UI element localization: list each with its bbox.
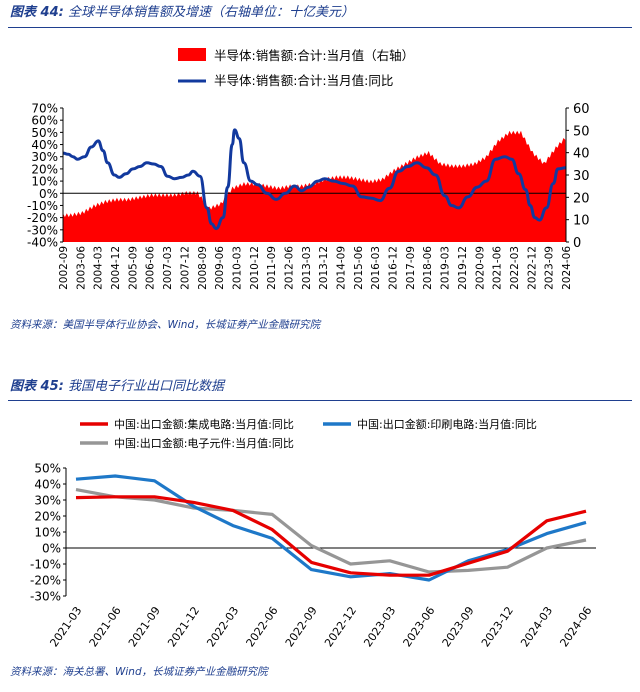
x-tick-label: 2002-09 (58, 246, 70, 290)
right-tick-label: 10 (573, 214, 590, 229)
right-tick-label: 30 (573, 169, 590, 184)
x-tick-label: 2023-12 (479, 604, 516, 649)
y-tick-label: -30% (30, 590, 61, 604)
series-line-1 (75, 474, 587, 582)
y-tick-label: 40% (34, 478, 61, 492)
x-tick-label: 2018-06 (422, 246, 434, 290)
figure-44-caption: 全球半导体销售额及增速（右轴单位：十亿美元） (67, 5, 354, 20)
figure-44-title: 图表 44: 全球半导体销售额及增速（右轴单位：十亿美元） (10, 2, 354, 24)
figure-44-source: 资料来源：美国半导体行业协会、Wind，长城证券产业金融研究院 (10, 319, 321, 331)
right-tick-label: 20 (573, 191, 590, 206)
left-tick-label: 50% (31, 126, 58, 140)
x-tick-label: 2011-09 (266, 246, 278, 290)
x-tick-label: 2022-03 (204, 604, 241, 649)
x-tick-label: 2023-03 (361, 604, 398, 649)
right-tick-label: 60 (573, 102, 590, 117)
x-tick-label: 2022-09 (283, 604, 320, 649)
figure-45-source: 资料来源：海关总署、Wind，长城证券产业金融研究院 (10, 666, 268, 678)
x-tick-label: 2003-06 (75, 246, 87, 290)
y-tick-label: 20% (34, 510, 61, 524)
x-tick-label: 2021-03 (47, 604, 84, 649)
x-tick-label: 2014-09 (336, 246, 348, 290)
left-tick-label: 10% (31, 175, 58, 189)
left-tick-label: 60% (31, 114, 58, 128)
x-tick-label: 2019-03 (440, 246, 452, 290)
x-tick-label: 2017-09 (405, 246, 417, 290)
y-tick-label: -10% (30, 558, 61, 572)
x-tick-label: 2008-09 (197, 246, 209, 290)
legend-swatch-sales (178, 48, 206, 61)
electronics-export-chart: 中国:出口金额:集成电路:当月值:同比 中国:出口金额:印刷电路:当月值:同比中国… (30, 417, 596, 649)
left-tick-label: -20% (27, 211, 58, 225)
left-tick-label: 70% (31, 102, 58, 116)
legend-label-0: 中国:出口金额:集成电路:当月值:同比 (114, 417, 294, 431)
y-tick-label: 0% (42, 542, 61, 556)
left-tick-label: -30% (27, 223, 58, 237)
yoy-line (62, 128, 567, 231)
semiconductor-sales-chart: 半导体:销售额:合计:当月值（右轴）半导体:销售额:合计:当月值:同比70%60… (27, 48, 590, 290)
left-tick-label: 0% (39, 187, 58, 201)
x-tick-label: 2022-12 (526, 246, 538, 290)
x-tick-label: 2021-12 (165, 604, 202, 649)
x-tick-label: 2013-03 (301, 246, 313, 290)
figure-45-title: 图表 45: 我国电子行业出口同比数据 (10, 376, 224, 398)
x-tick-label: 2021-06 (492, 246, 504, 290)
left-tick-label: 30% (31, 150, 58, 164)
x-tick-label: 2022-03 (509, 246, 521, 290)
figure-45-caption: 我国电子行业出口同比数据 (67, 379, 224, 394)
figure-45-number: 图表 45: (10, 379, 64, 394)
right-tick-label: 0 (573, 236, 581, 251)
left-tick-label: -40% (27, 236, 58, 250)
x-tick-label: 2023-09 (440, 604, 477, 649)
x-tick-label: 2016-03 (370, 246, 382, 290)
x-tick-label: 2021-09 (126, 604, 163, 649)
x-tick-label: 2024-06 (557, 604, 594, 649)
left-tick-label: 20% (31, 162, 58, 176)
right-tick-label: 50 (573, 124, 590, 139)
legend-label-1: 中国:出口金额:印刷电路:当月值:同比 (357, 417, 537, 431)
series-line-2 (75, 488, 587, 574)
x-tick-label: 2023-09 (544, 246, 556, 290)
x-tick-label: 2005-09 (127, 246, 139, 290)
legend-label-sales: 半导体:销售额:合计:当月值（右轴） (214, 48, 414, 63)
sales-area (63, 130, 566, 242)
figure-44-title-rule (8, 27, 632, 28)
x-tick-label: 2004-12 (110, 246, 122, 290)
figure-45-title-rule (8, 400, 632, 401)
x-tick-label: 2020-09 (474, 246, 486, 290)
figure-44-number: 图表 44: (10, 5, 64, 20)
x-tick-label: 2012-06 (283, 246, 295, 290)
x-tick-label: 2006-06 (145, 246, 157, 290)
x-tick-label: 2021-06 (87, 604, 124, 649)
x-tick-label: 2023-06 (401, 604, 438, 649)
y-tick-label: 10% (34, 526, 61, 540)
x-tick-label: 2019-12 (457, 246, 469, 290)
x-tick-label: 2024-06 (561, 246, 573, 290)
x-tick-label: 2007-03 (162, 246, 174, 290)
x-tick-label: 2024-03 (518, 604, 555, 649)
left-tick-label: -10% (27, 199, 58, 213)
x-tick-label: 2010-03 (231, 246, 243, 290)
x-tick-label: 2016-12 (388, 246, 400, 290)
left-tick-label: 40% (31, 138, 58, 152)
x-tick-label: 2013-12 (318, 246, 330, 290)
x-tick-label: 2007-12 (179, 246, 191, 290)
x-tick-label: 2022-06 (244, 604, 281, 649)
legend-label-2: 中国:出口金额:电子元件:当月值:同比 (114, 436, 294, 450)
y-tick-label: 50% (34, 462, 61, 476)
x-tick-label: 2009-06 (214, 246, 226, 290)
x-tick-label: 2010-12 (249, 246, 261, 290)
legend-label-yoy: 半导体:销售额:合计:当月值:同比 (214, 73, 393, 88)
right-tick-label: 40 (573, 147, 590, 162)
y-tick-label: 30% (34, 494, 61, 508)
series-line-0 (75, 495, 587, 577)
x-tick-label: 2004-03 (93, 246, 105, 290)
x-tick-label: 2015-06 (353, 246, 365, 290)
x-tick-label: 2022-12 (322, 604, 359, 649)
y-tick-label: -20% (30, 574, 61, 588)
